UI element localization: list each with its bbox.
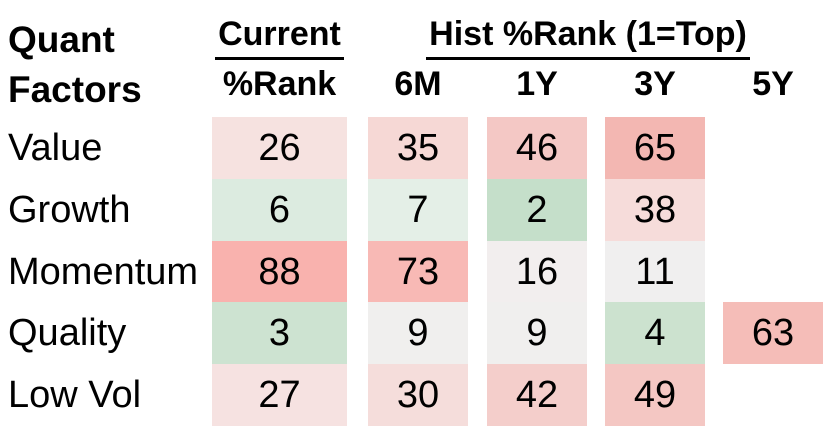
hist-group-header: Hist %Rank (1=Top) xyxy=(400,14,776,60)
column-header-1y: 1Y xyxy=(516,65,558,103)
heatmap-cell: 9 xyxy=(487,302,587,364)
heatmap-cell: 16 xyxy=(487,241,587,303)
table-title-line1: Quant xyxy=(8,19,115,60)
heatmap-cell: 63 xyxy=(723,302,823,364)
heatmap-cell: 35 xyxy=(368,117,468,179)
column-header-3y: 3Y xyxy=(634,65,676,103)
row-label-quality: Quality xyxy=(8,312,127,354)
column-header-percent-rank: %Rank xyxy=(222,65,337,103)
heatmap-cell: 65 xyxy=(605,117,705,179)
table-title-line2: Factors xyxy=(8,69,142,110)
row-label-value: Value xyxy=(8,127,103,169)
heatmap-cell: 11 xyxy=(605,241,705,303)
current-group-header: Current xyxy=(210,14,349,60)
heatmap-cell: 4 xyxy=(605,302,705,364)
heatmap-cell: 42 xyxy=(487,364,587,426)
heatmap-cell: 88 xyxy=(212,241,347,303)
heatmap-cell: 49 xyxy=(605,364,705,426)
column-header-5y: 5Y xyxy=(752,65,794,103)
heatmap-cell: 46 xyxy=(487,117,587,179)
heatmap-cell: 3 xyxy=(212,302,347,364)
hist-group-header-text: Hist %Rank (1=Top) xyxy=(426,14,750,60)
heatmap-cell: 9 xyxy=(368,302,468,364)
heatmap-cell: 26 xyxy=(212,117,347,179)
current-group-header-text: Current xyxy=(215,14,344,60)
column-header-6m: 6M xyxy=(394,65,442,103)
heatmap-cell: 2 xyxy=(487,179,587,241)
row-label-low-vol: Low Vol xyxy=(8,374,142,416)
row-label-growth: Growth xyxy=(8,189,131,231)
heatmap-cell: 7 xyxy=(368,179,468,241)
heatmap-cell: 6 xyxy=(212,179,347,241)
heatmap-cell: 27 xyxy=(212,364,347,426)
heatmap-cell: 73 xyxy=(368,241,468,303)
row-label-momentum: Momentum xyxy=(8,251,199,293)
heatmap-cell: 30 xyxy=(368,364,468,426)
heatmap-cell: 38 xyxy=(605,179,705,241)
